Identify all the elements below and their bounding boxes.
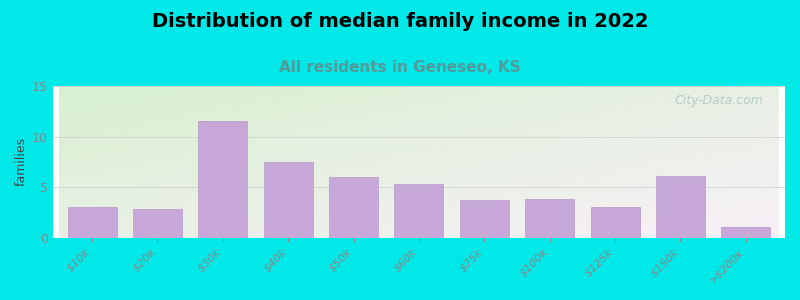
Bar	[133, 209, 182, 238]
Text: All residents in Geneseo, KS: All residents in Geneseo, KS	[279, 60, 521, 75]
Text: Distribution of median family income in 2022: Distribution of median family income in …	[152, 12, 648, 31]
Bar	[525, 199, 574, 238]
Bar	[329, 177, 378, 238]
Bar	[394, 184, 443, 238]
Bar	[264, 162, 313, 238]
Bar	[722, 227, 770, 238]
Text: City-Data.com: City-Data.com	[674, 94, 763, 106]
Bar	[460, 200, 509, 238]
Bar	[656, 176, 705, 238]
Y-axis label: families: families	[15, 137, 28, 186]
Bar	[590, 207, 639, 238]
Bar	[198, 122, 247, 238]
Bar	[68, 207, 117, 238]
